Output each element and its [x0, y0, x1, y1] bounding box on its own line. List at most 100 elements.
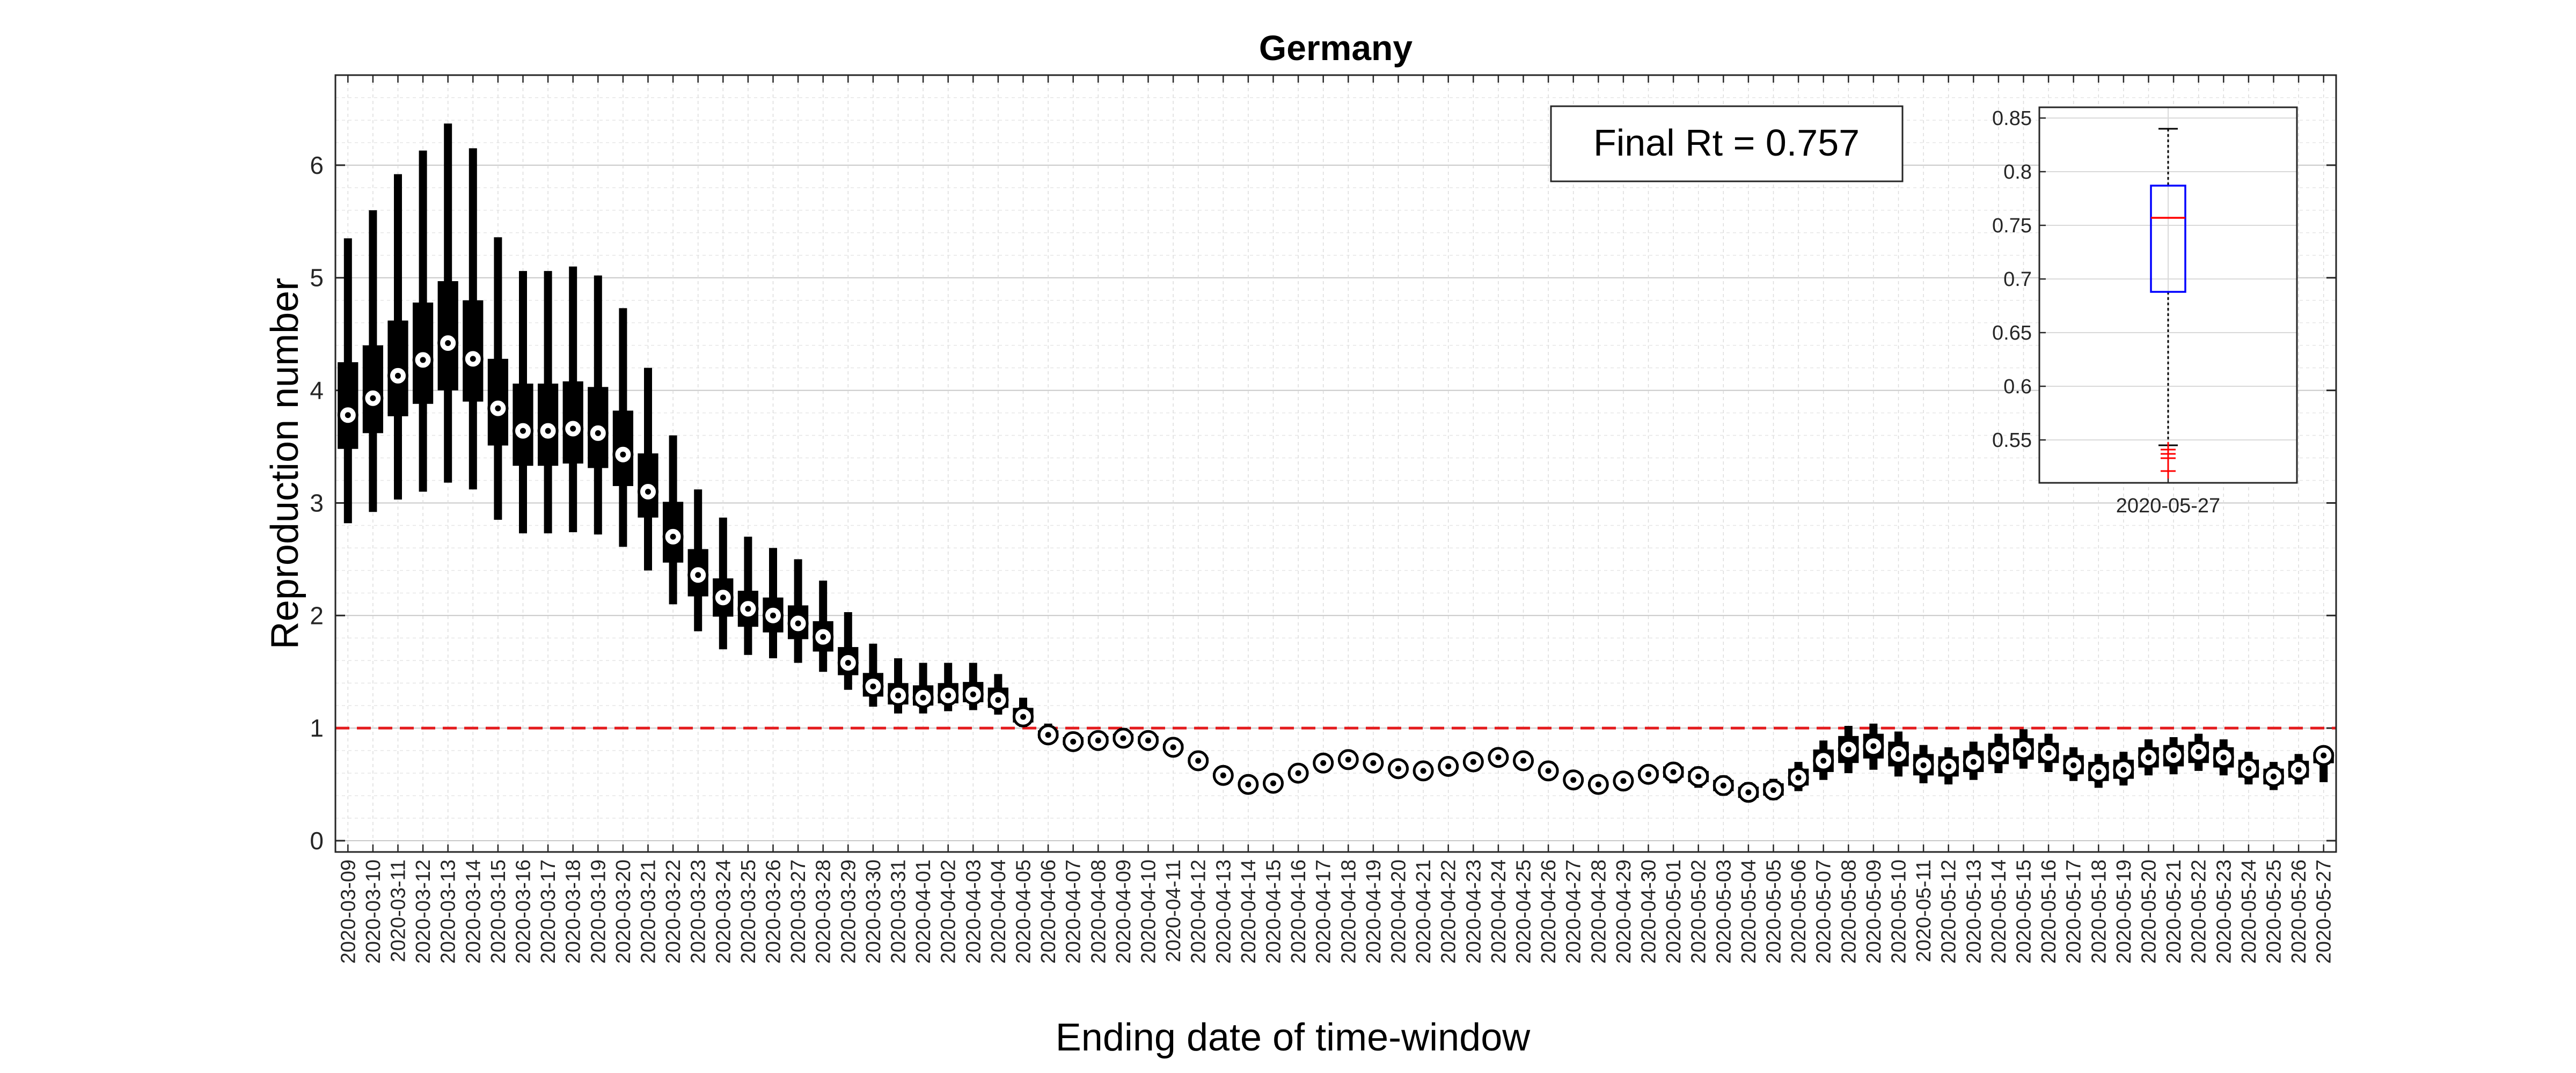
x-tick-label: 2020-05-22	[2188, 859, 2211, 964]
boxplot-item	[2213, 739, 2234, 776]
median-marker-dot	[1645, 771, 1651, 777]
median-marker-dot	[2120, 767, 2127, 773]
x-tick-label: 2020-04-26	[1538, 859, 1560, 964]
median-marker-dot	[1520, 758, 1526, 764]
boxplot-item	[1238, 774, 1259, 795]
boxplot-item	[362, 210, 384, 512]
x-tick-label: 2020-05-17	[2063, 859, 2085, 964]
x-tick-label: 2020-03-27	[787, 859, 810, 964]
boxplot-item	[2288, 754, 2309, 785]
median-marker-dot	[670, 533, 676, 540]
x-tick-label: 2020-03-16	[513, 859, 535, 964]
median-marker-dot	[1045, 732, 1051, 738]
x-tick-label: 2020-04-23	[1462, 859, 1485, 964]
median-marker-dot	[2095, 769, 2102, 775]
median-marker-dot	[1470, 759, 1476, 765]
boxplot-item	[2313, 745, 2334, 782]
boxplot-item	[837, 612, 859, 690]
boxplot-item	[1563, 769, 1584, 791]
median-marker-dot	[1670, 769, 1677, 775]
x-tick-label: 2020-04-21	[1413, 859, 1435, 964]
x-tick-label: 2020-05-13	[1963, 859, 1985, 964]
boxplot-item	[562, 266, 584, 533]
boxplot-item	[1013, 697, 1034, 727]
x-axis-label: Ending date of time-window	[1056, 1016, 1531, 1059]
boxplot-item	[513, 271, 533, 534]
x-tick-label: 2020-05-09	[1863, 859, 1885, 964]
median-marker-dot	[495, 405, 501, 411]
x-tick-label: 2020-05-08	[1838, 859, 1860, 964]
median-marker-dot	[1795, 774, 1802, 781]
x-tick-label: 2020-03-24	[712, 859, 735, 964]
boxplot-item	[1462, 751, 1484, 773]
median-marker-dot	[2220, 754, 2227, 761]
x-tick-label: 2020-04-12	[1188, 859, 1210, 964]
main-plot-area	[335, 75, 2336, 852]
x-tick-label: 2020-04-28	[1587, 859, 1610, 964]
boxplot-item	[1638, 763, 1659, 785]
median-marker-dot	[1770, 787, 1776, 793]
median-marker-dot	[620, 451, 626, 458]
median-marker-dot	[1020, 714, 1026, 720]
boxplot-item	[2188, 733, 2209, 771]
inset-axes-frame	[2038, 106, 2298, 484]
x-tick-label: 2020-04-15	[1263, 859, 1285, 964]
median-marker-dot	[420, 357, 426, 363]
x-tick-label: 2020-05-04	[1738, 859, 1760, 964]
x-tick-label: 2020-03-28	[813, 859, 835, 964]
x-tick-label: 2020-05-25	[2263, 859, 2286, 964]
boxplot-item	[888, 658, 909, 714]
median-marker-dot	[1995, 751, 2002, 757]
boxplot-item	[1087, 730, 1109, 751]
x-tick-label: 2020-04-14	[1238, 859, 1260, 964]
x-tick-label: 2020-03-13	[437, 859, 460, 964]
boxplot-item	[1813, 740, 1834, 780]
inset-y-tick-label: 0.85	[1992, 107, 2032, 130]
median-marker-dot	[470, 356, 476, 362]
final-rt-annotation: Final Rt = 0.757	[1550, 105, 1904, 182]
median-marker-dot	[695, 572, 701, 578]
x-tick-label: 2020-03-18	[562, 859, 585, 964]
x-tick-label: 2020-05-16	[2038, 859, 2060, 964]
x-tick-label: 2020-05-06	[1788, 859, 1810, 964]
median-marker-dot	[1095, 737, 1101, 744]
median-marker-dot	[445, 340, 451, 346]
boxplot-item	[712, 517, 734, 650]
median-marker-dot	[920, 694, 926, 701]
median-marker-dot	[1945, 763, 1952, 770]
x-tick-label: 2020-05-11	[1913, 859, 1935, 962]
median-marker-dot	[520, 428, 526, 434]
boxplot-item	[787, 559, 809, 663]
x-tick-label: 2020-04-18	[1337, 859, 1360, 964]
median-marker-dot	[970, 691, 976, 697]
x-tick-label: 2020-05-12	[1938, 859, 1960, 964]
x-tick-label: 2020-05-19	[2113, 859, 2135, 964]
median-marker-dot	[1495, 754, 1502, 761]
median-marker-dot	[1195, 758, 1202, 764]
median-marker-dot	[1720, 782, 1726, 789]
boxplot-item	[763, 548, 784, 659]
boxplot-item	[2088, 754, 2109, 788]
x-tick-label: 2020-03-19	[587, 859, 610, 964]
median-marker-dot	[1745, 789, 1752, 796]
x-tick-label: 2020-04-10	[1138, 859, 1160, 964]
median-marker-dot	[720, 594, 726, 601]
median-marker-dot	[1820, 758, 1827, 764]
median-marker-dot	[2245, 766, 2252, 772]
inset-chart: 0.55 0.6 0.65 0.7 0.75 0.8 0.85 2020-05-27	[1992, 106, 2298, 517]
median-marker-dot	[595, 430, 601, 436]
boxplot-item	[1963, 741, 1984, 780]
boxplot-item	[437, 123, 459, 483]
x-tick-label: 2020-03-30	[862, 859, 885, 964]
boxplot-item	[1788, 762, 1809, 791]
median-marker-dot	[1270, 780, 1276, 787]
boxplot-item	[1388, 758, 1409, 780]
median-marker-dot	[2271, 773, 2277, 780]
inset-y-tick-label: 0.55	[1992, 429, 2032, 452]
boxplot-item	[1438, 756, 1459, 777]
x-tick-label: 2020-05-14	[1988, 859, 2010, 964]
x-tick-label: 2020-04-08	[1087, 859, 1110, 964]
x-tick-label: 2020-05-23	[2213, 859, 2235, 964]
x-tick-label: 2020-03-14	[462, 859, 485, 964]
boxplot-item	[1838, 725, 1859, 774]
